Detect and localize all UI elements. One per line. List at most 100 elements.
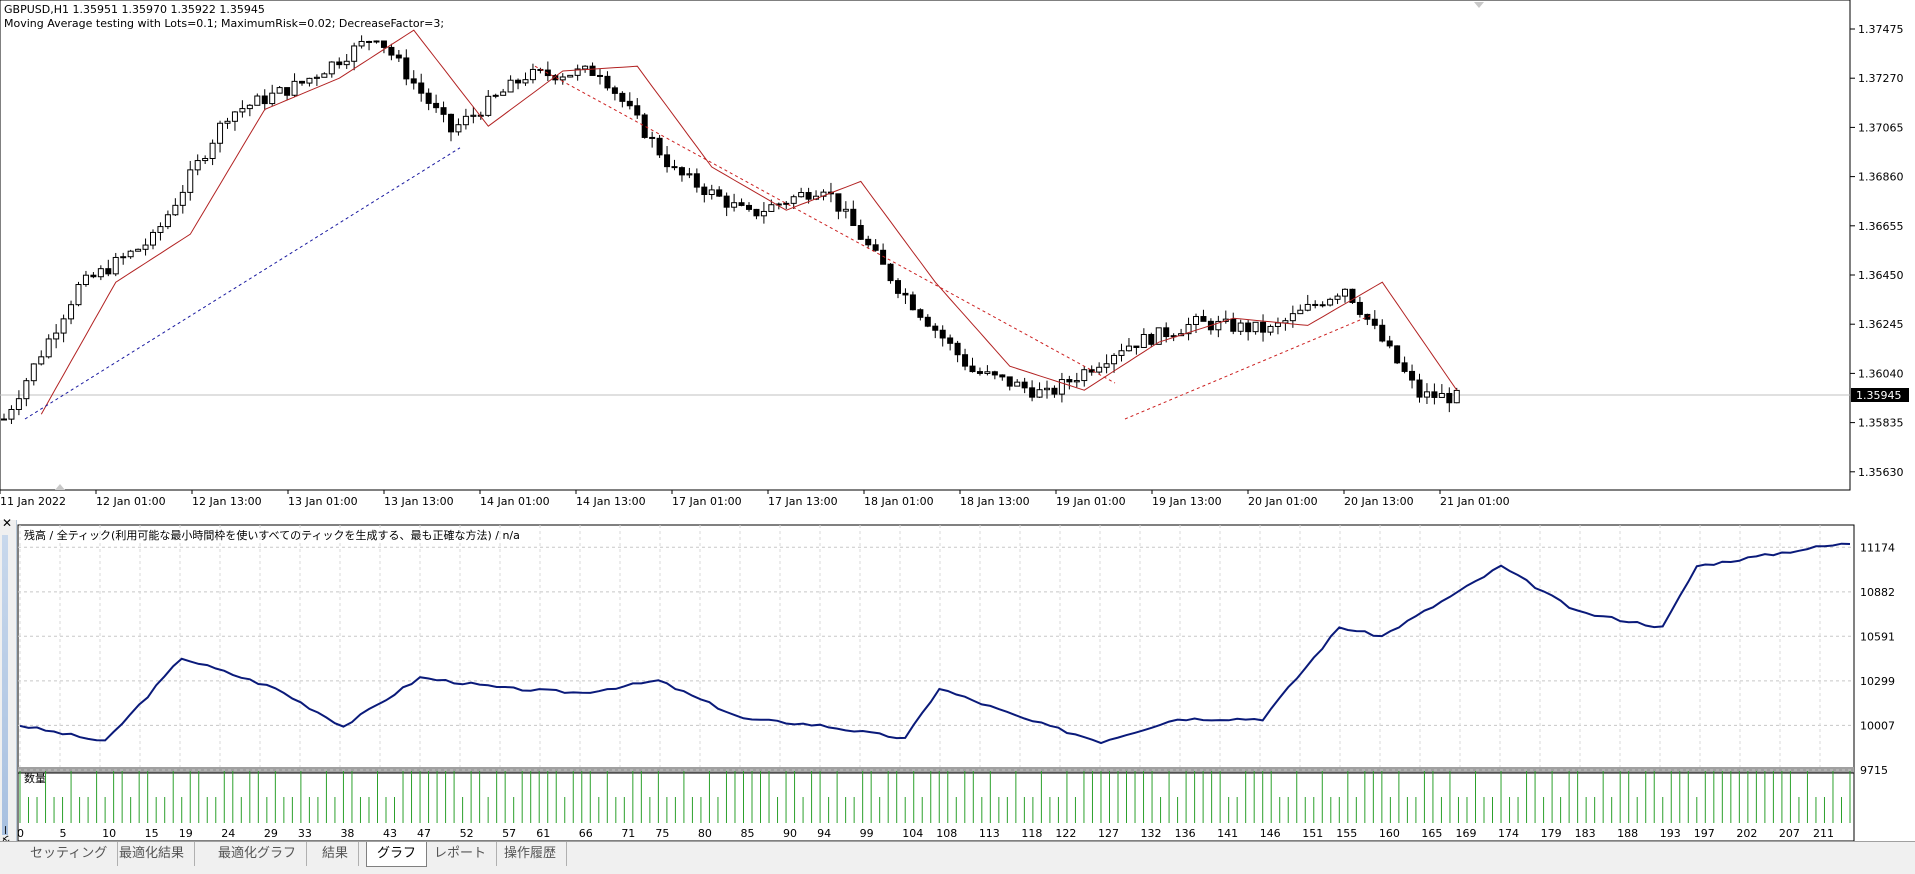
candle bbox=[1133, 345, 1140, 355]
tab-graph[interactable]: グラフ bbox=[366, 842, 428, 867]
balance-graph[interactable]: 残高 / 全ティック(利用可能な最小時間枠を使いすべてのティックを生成する、最も… bbox=[0, 515, 1915, 841]
candle bbox=[440, 101, 447, 123]
candle bbox=[1401, 356, 1408, 374]
candle bbox=[1006, 376, 1013, 391]
candle bbox=[798, 187, 805, 198]
candle bbox=[895, 278, 901, 299]
candle bbox=[1111, 353, 1118, 373]
candle bbox=[574, 64, 581, 81]
trade-lines bbox=[24, 65, 1371, 420]
candle bbox=[1073, 372, 1080, 388]
candle bbox=[1327, 297, 1334, 307]
time-tick-label: 12 Jan 01:00 bbox=[96, 495, 166, 508]
candle bbox=[619, 91, 626, 108]
candle bbox=[485, 90, 492, 117]
candle bbox=[68, 300, 75, 325]
time-tick-label: 19 Jan 13:00 bbox=[1152, 495, 1222, 508]
trade-number-label: 61 bbox=[536, 827, 550, 840]
price-tick-label: 1.36245 bbox=[1858, 318, 1904, 331]
trade-number-label: 38 bbox=[340, 827, 354, 840]
candle bbox=[291, 73, 298, 97]
candle bbox=[500, 88, 507, 96]
candle bbox=[1081, 366, 1088, 387]
candle bbox=[954, 340, 961, 363]
candle bbox=[597, 68, 603, 85]
candle bbox=[1, 413, 7, 421]
candle bbox=[1163, 322, 1170, 343]
candle bbox=[194, 154, 201, 176]
trade-number-label: 146 bbox=[1260, 827, 1281, 840]
trade-number-label: 66 bbox=[579, 827, 593, 840]
tab-optimization-graph[interactable]: 最適化グラフ bbox=[208, 842, 308, 866]
candle bbox=[120, 252, 127, 265]
chart-shift-icon[interactable] bbox=[55, 484, 65, 490]
trade-number-label: 151 bbox=[1302, 827, 1323, 840]
trade-number-label: 207 bbox=[1779, 827, 1800, 840]
tab-settings[interactable]: セッティング bbox=[20, 842, 119, 866]
candle bbox=[1051, 385, 1058, 398]
symbol-header: GBPUSD,H1 1.35951 1.35970 1.35922 1.3594… bbox=[4, 3, 265, 16]
trade-number-label: 104 bbox=[902, 827, 923, 840]
candle bbox=[1245, 320, 1252, 341]
price-tick-label: 1.37270 bbox=[1858, 72, 1904, 85]
candle bbox=[1036, 382, 1043, 398]
candle bbox=[105, 259, 112, 277]
tab-journal[interactable]: 操作履歴 bbox=[494, 842, 568, 866]
panel-drag-handle[interactable] bbox=[2, 535, 8, 835]
candle bbox=[455, 118, 462, 136]
balance-tick-label: 10299 bbox=[1860, 675, 1895, 688]
candle bbox=[1423, 383, 1430, 405]
candle bbox=[649, 131, 656, 148]
candle bbox=[984, 365, 991, 376]
balance-y-axis: 11174 10882 10591 10299 10007 9715 bbox=[1860, 541, 1895, 777]
price-axis: 1.37475 1.37270 1.37065 1.36860 1.36655 1.364… bbox=[1850, 23, 1904, 479]
trade-line bbox=[24, 147, 461, 420]
tab-report[interactable]: レポート bbox=[424, 842, 498, 866]
candle bbox=[246, 104, 253, 117]
trade-number-label: 169 bbox=[1455, 827, 1476, 840]
close-icon[interactable]: ✕ bbox=[2, 516, 13, 530]
trade-number-label: 0 bbox=[17, 827, 24, 840]
time-tick-label: 21 Jan 01:00 bbox=[1440, 495, 1510, 508]
candle bbox=[462, 108, 469, 130]
candle bbox=[1364, 313, 1371, 326]
candle bbox=[507, 75, 514, 93]
tab-results[interactable]: 結果 bbox=[312, 842, 360, 866]
candle bbox=[708, 184, 715, 200]
candle bbox=[202, 155, 209, 164]
candle bbox=[880, 243, 887, 265]
trade-number-label: 193 bbox=[1660, 827, 1681, 840]
tab-optimization-results[interactable]: 最適化結果 bbox=[109, 842, 196, 866]
candle bbox=[1260, 314, 1267, 342]
candle bbox=[142, 238, 149, 256]
candle bbox=[209, 139, 216, 166]
candle bbox=[448, 113, 454, 142]
candle bbox=[790, 194, 797, 209]
candle bbox=[8, 405, 15, 424]
candle bbox=[239, 100, 246, 118]
candle bbox=[1386, 335, 1393, 349]
candle bbox=[418, 73, 425, 102]
candle bbox=[865, 235, 872, 248]
candle bbox=[388, 43, 395, 61]
candle bbox=[582, 65, 589, 73]
candle bbox=[470, 106, 477, 124]
time-axis: 11 Jan 2022 12 Jan 01:00 12 Jan 13:00 13 Ja… bbox=[0, 490, 1510, 508]
candle bbox=[939, 325, 946, 347]
candle bbox=[30, 363, 37, 386]
shift-marker-icon[interactable] bbox=[1474, 2, 1484, 8]
candle bbox=[999, 374, 1006, 381]
candle bbox=[723, 192, 730, 217]
candle bbox=[306, 77, 313, 87]
candle bbox=[313, 74, 320, 86]
candle bbox=[1230, 312, 1237, 335]
candle bbox=[217, 120, 224, 153]
candle bbox=[179, 185, 186, 214]
candle bbox=[395, 50, 402, 62]
trade-number-label: 211 bbox=[1813, 827, 1834, 840]
price-chart[interactable]: GBPUSD,H1 1.35951 1.35970 1.35922 1.3594… bbox=[0, 0, 1915, 515]
candle bbox=[1215, 315, 1222, 338]
candle bbox=[909, 291, 916, 311]
volume-label: 数量 bbox=[24, 772, 46, 785]
candle bbox=[611, 85, 618, 101]
